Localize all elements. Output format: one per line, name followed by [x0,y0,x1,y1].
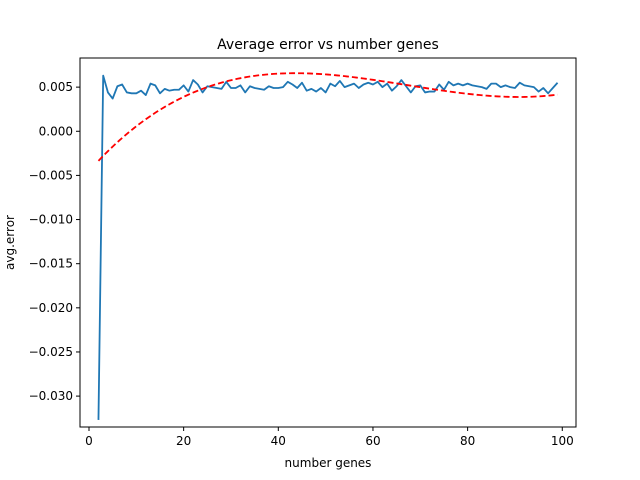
y-axis-label: avg.error [3,215,17,270]
plot-frame [79,57,577,428]
plot-area [97,72,559,420]
chart-title: Average error vs number genes [217,37,439,53]
x-tick-label: 60 [365,434,380,448]
x-tick-label: 80 [460,434,475,448]
x-axis-label: number genes [285,456,372,470]
x-tick-label: 100 [551,434,574,448]
y-tick-label: −0.020 [29,301,73,315]
y-tick-label: −0.005 [29,168,73,182]
x-tick-label: 40 [271,434,286,448]
avg-error-line [97,74,559,420]
x-axis-ticks: 0 20 40 60 80 100 [85,427,574,448]
x-tick-label: 20 [176,434,191,448]
y-tick-label: −0.015 [29,257,73,271]
y-tick-label: −0.025 [29,345,73,359]
y-tick-label: −0.010 [29,213,73,227]
y-axis-ticks: 0.005 0.000 −0.005 −0.010 −0.015 −0.020 −0.025… [29,80,80,403]
y-tick-label: 0.005 [39,80,73,94]
y-tick-label: −0.030 [29,389,73,403]
y-tick-label: 0.000 [39,124,73,138]
fit-curve-line [97,72,558,162]
x-tick-label: 0 [85,434,93,448]
